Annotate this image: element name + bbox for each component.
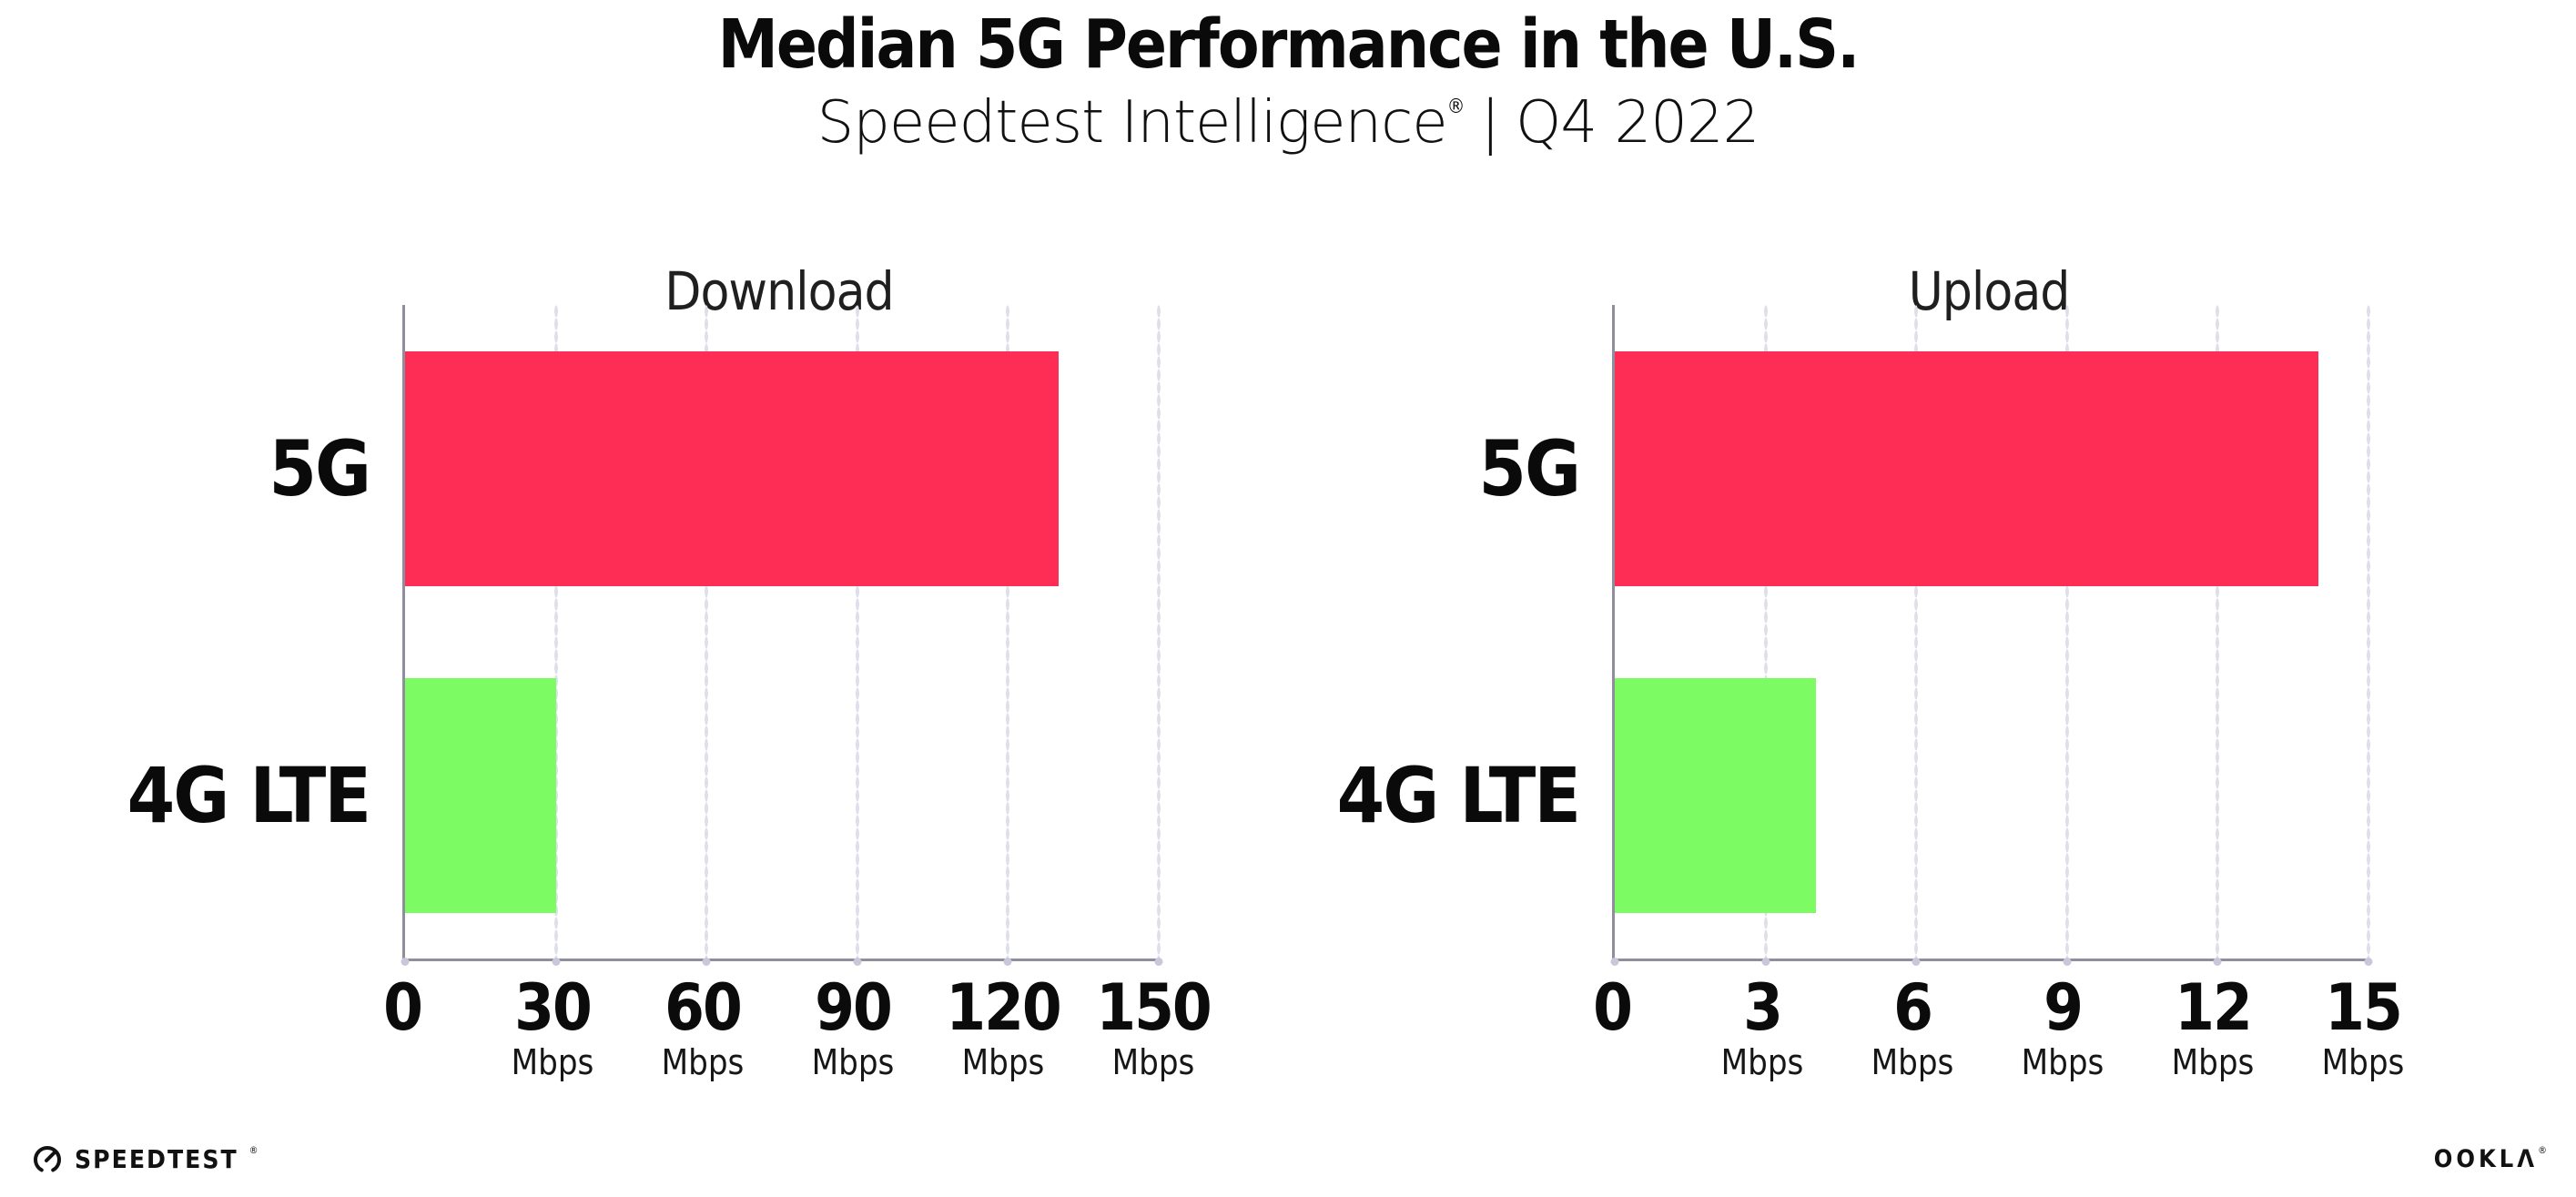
xtick-value: 9	[2044, 970, 2084, 1045]
speedtest-label: SPEEDTEST	[75, 1143, 238, 1174]
subtitle-separator: |	[1480, 89, 1500, 157]
speedtest-gauge-icon	[34, 1146, 61, 1173]
upload-chart: Upload 5G 4G LTE 0 3 Mbps 6 Mbps 9 Mbps 12 Mbps 15 M…	[1288, 0, 2498, 1197]
xtick-label-3: 3 Mbps	[1671, 976, 1853, 1080]
xtick-value: 0	[1593, 970, 1633, 1045]
gridline-150	[1157, 305, 1161, 959]
category-label-4g-lte: 4G LTE	[127, 751, 371, 840]
gridline-3	[1763, 305, 1768, 959]
xtick-value: 60	[664, 970, 743, 1045]
speedtest-logo: SPEEDTEST ®	[31, 1142, 259, 1175]
xtick-unit: Mbps	[961, 1042, 1045, 1082]
gridline-6	[1914, 305, 1919, 959]
xtick-value: 12	[2175, 970, 2253, 1045]
xtick-label-60: 60 Mbps	[612, 976, 794, 1080]
xtick-value: 90	[815, 970, 893, 1045]
bar-5g	[405, 351, 1059, 586]
xtick-label-30: 30 Mbps	[461, 976, 644, 1080]
xtick-unit: Mbps	[511, 1042, 594, 1082]
gridline-30	[553, 305, 558, 959]
gridline-120	[1006, 305, 1010, 959]
axis-tick-dot-15	[2364, 958, 2373, 966]
subtitle-brand: Speedtest Intelligence	[816, 89, 1448, 157]
registered-mark: ®	[1446, 96, 1465, 118]
download-chart: Download 5G 4G LTE 0 30 Mbps 60 Mbps 90 Mbps 120 M…	[78, 0, 1288, 1197]
axis-tick-dot-60	[702, 958, 711, 966]
xtick-label-90: 90 Mbps	[762, 976, 944, 1080]
axis-tick-dot-3	[1761, 958, 1770, 966]
axis-tick-dot-150	[1154, 958, 1163, 966]
xtick-unit: Mbps	[1720, 1042, 1804, 1082]
upload-chart-title: Upload	[1908, 260, 2071, 323]
xtick-value: 120	[946, 970, 1061, 1045]
xtick-unit: Mbps	[1871, 1042, 1954, 1082]
gridline-9	[2064, 305, 2069, 959]
axis-tick-dot-6	[1912, 958, 1921, 966]
category-label-5g: 5G	[1478, 424, 1581, 513]
xtick-value: 15	[2325, 970, 2403, 1045]
axis-tick-dot-12	[2213, 958, 2222, 966]
xtick-label-12: 12 Mbps	[2122, 976, 2304, 1080]
ookla-label: OOKLΛ	[2433, 1145, 2539, 1173]
xtick-value: 150	[1096, 970, 1212, 1045]
xtick-unit: Mbps	[661, 1042, 745, 1082]
xtick-label-6: 6 Mbps	[1821, 976, 2003, 1080]
axis-tick-dot-9	[2063, 958, 2072, 966]
download-plot-area	[401, 305, 1163, 966]
xtick-label-15: 15 Mbps	[2272, 976, 2454, 1080]
xtick-unit: Mbps	[1111, 1042, 1195, 1082]
axis-tick-dot-120	[1003, 958, 1012, 966]
bar-4g-lte	[1615, 678, 1816, 913]
xtick-value: 30	[514, 970, 593, 1045]
category-label-5g: 5G	[269, 424, 371, 513]
xtick-value: 3	[1743, 970, 1783, 1045]
xtick-label-0: 0	[311, 976, 493, 1040]
ookla-registered-mark: ®	[2538, 1144, 2547, 1156]
axis-tick-dot-30	[552, 958, 561, 966]
bar-5g	[1615, 351, 2318, 586]
xtick-value: 0	[383, 970, 423, 1045]
xtick-unit: Mbps	[2171, 1042, 2255, 1082]
xtick-unit: Mbps	[2021, 1042, 2104, 1082]
xtick-value: 6	[1893, 970, 1933, 1045]
gridline-90	[855, 305, 859, 959]
xtick-label-0: 0	[1521, 976, 1703, 1040]
ookla-logo: OOKLΛ ®	[2433, 1144, 2547, 1173]
axis-tick-dot-90	[853, 958, 862, 966]
xtick-label-120: 120 Mbps	[912, 976, 1094, 1080]
xtick-unit: Mbps	[811, 1042, 895, 1082]
page-subtitle: Speedtest Intelligence® | Q4 2022	[0, 89, 2576, 157]
gridline-60	[705, 305, 709, 959]
speedtest-registered-mark: ®	[248, 1143, 259, 1156]
charts-row: Download 5G 4G LTE 0 30 Mbps 60 Mbps 90 Mbps 120 M…	[78, 0, 2498, 1197]
gridline-15	[2367, 305, 2370, 959]
page-title: Median 5G Performance in the U.S.	[717, 5, 1861, 84]
axis-tick-dot-0	[1610, 958, 1619, 966]
xtick-unit: Mbps	[2321, 1042, 2405, 1082]
axis-tick-dot-0	[401, 958, 410, 966]
xtick-label-150: 150 Mbps	[1062, 976, 1244, 1080]
gridline-12	[2216, 305, 2220, 959]
xtick-label-9: 9 Mbps	[1972, 976, 2154, 1080]
category-label-4g-lte: 4G LTE	[1336, 751, 1581, 840]
bar-4g-lte	[405, 678, 556, 913]
subtitle-period: Q4 2022	[1516, 89, 1760, 157]
upload-plot-area	[1610, 305, 2373, 966]
